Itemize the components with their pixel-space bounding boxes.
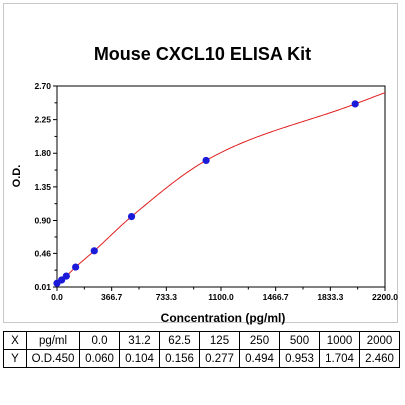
table-cell-x: 31.2 [119,331,160,350]
table-cell-y: 1.704 [319,349,360,368]
x-tick-label: 733.3 [156,292,178,302]
x-tick-label: 1100.0 [208,292,234,302]
plot-area [56,85,386,288]
table-x-unit: pg/ml [26,331,80,350]
table-y-unit: O.D.450 [26,349,80,368]
fit-curve [56,92,386,284]
table-cell-x: 125 [199,331,240,350]
x-tick-label: 2200.0 [372,292,398,302]
y-tick-label: 2.70 [34,81,51,91]
data-point [72,263,80,271]
table-row-x-label: X [3,331,27,350]
data-point [62,272,70,280]
chart-plot: 0.0 366.7 733.3 1100.0 1466.7 1833.3 2200.0 0.0… [11,81,398,325]
y-tick-label: 2.25 [34,115,51,125]
table-cell-y: 0.494 [239,349,280,368]
table-cell-x: 1000 [319,331,360,350]
chart-title: Mouse CXCL10 ELISA Kit [93,44,312,64]
y-tick-label: 0.01 [34,282,51,292]
table-cell-y: 0.156 [159,349,200,368]
data-point [127,212,136,221]
data-point [202,156,210,165]
y-tick-label: 0.46 [34,248,51,258]
table-cell-y: 0.060 [79,349,120,368]
x-tick-label: 366.7 [101,292,123,302]
x-tick-label: 0.0 [51,292,63,302]
y-axis-label: O.D. [11,165,23,188]
y-tick-label: 1.80 [34,148,51,158]
x-tick-label: 1466.7 [263,292,289,302]
y-tick-label: 0.90 [34,215,51,225]
table-cell-y: 0.104 [119,349,160,368]
table-cell-y: 2.460 [359,349,400,368]
table-row-y-label: Y [3,349,27,368]
table-row-y: Y O.D.450 0.060 0.104 0.156 0.277 0.494 0.953… [3,349,400,368]
data-point [351,100,359,108]
y-tick-label: 1.35 [34,182,51,192]
table-cell-x: 0.0 [79,331,120,350]
data-table: X pg/ml 0.0 31.2 62.5 125 250 500 1000 2000 Y O… [3,331,400,368]
table-cell-y: 0.953 [279,349,320,368]
x-tick-label: 1833.3 [317,292,343,302]
table-row-x: X pg/ml 0.0 31.2 62.5 125 250 500 1000 2000 [3,331,400,350]
table-cell-x: 62.5 [159,331,200,350]
table-cell-x: 2000 [359,331,400,350]
table-cell-x: 500 [279,331,320,350]
table-cell-x: 250 [239,331,280,350]
table-cell-y: 0.277 [199,349,240,368]
data-point [90,247,98,255]
x-axis-label: Concentration (pg/ml) [161,311,286,325]
chart-frame [3,3,398,323]
